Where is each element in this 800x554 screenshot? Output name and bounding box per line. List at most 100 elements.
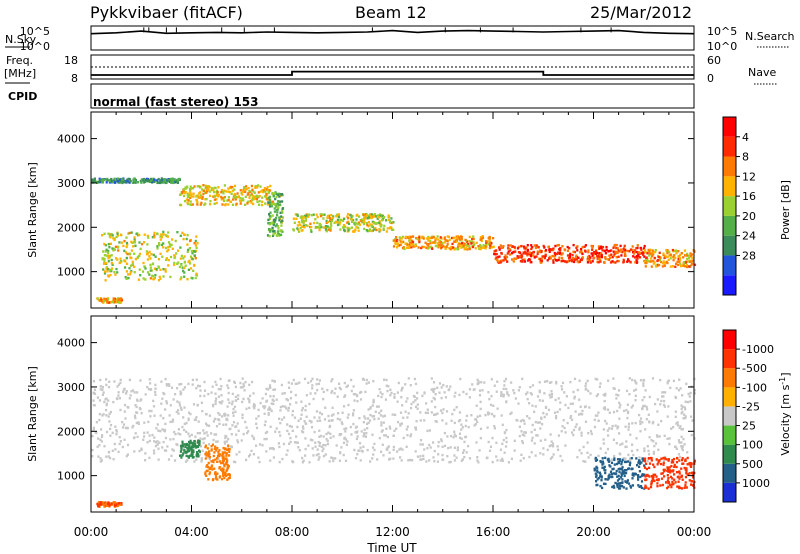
heatmap-cell <box>187 268 190 271</box>
heatmap-cell <box>353 448 356 452</box>
heatmap-cell <box>658 435 661 438</box>
heatmap-cell <box>461 426 464 429</box>
heatmap-cell <box>605 245 608 249</box>
heatmap-cell <box>396 420 400 424</box>
heatmap-cell <box>380 430 383 433</box>
heatmap-cell <box>548 257 551 260</box>
heatmap-cell <box>625 445 628 448</box>
heatmap-cell <box>679 262 682 266</box>
heatmap-cell <box>137 422 140 425</box>
heatmap-cell <box>154 383 157 387</box>
heatmap-cell <box>297 446 300 449</box>
heatmap-cell <box>233 192 237 196</box>
heatmap-cell <box>354 392 357 396</box>
heatmap-cell <box>650 481 653 484</box>
heatmap-cell <box>269 459 272 462</box>
heatmap-cell <box>226 473 229 476</box>
heatmap-cell <box>578 449 581 452</box>
heatmap-cell <box>415 236 418 240</box>
heatmap-cell <box>256 186 259 189</box>
heatmap-cell <box>277 203 280 206</box>
heatmap-cell <box>611 458 614 461</box>
heatmap-cell <box>587 249 590 252</box>
heatmap-cell <box>133 180 136 183</box>
heatmap-cell <box>164 408 167 411</box>
heatmap-cell <box>119 408 122 412</box>
heatmap-cell <box>608 473 611 476</box>
heatmap-cell <box>227 386 230 390</box>
heatmap-cell <box>177 409 180 412</box>
heatmap-cell <box>180 446 183 450</box>
heatmap-cell <box>683 443 686 446</box>
heatmap-cell <box>666 474 669 477</box>
heatmap-cell <box>133 177 136 180</box>
heatmap-cell <box>358 223 362 226</box>
heatmap-cell <box>99 378 102 382</box>
heatmap-cell <box>551 456 554 459</box>
heatmap-cell <box>453 408 456 412</box>
heatmap-cell <box>196 452 199 456</box>
heatmap-cell <box>272 223 275 226</box>
heatmap-cell <box>195 416 198 419</box>
heatmap-cell <box>100 435 104 438</box>
heatmap-cell <box>634 247 638 250</box>
heatmap-cell <box>218 413 221 416</box>
heatmap-cell <box>648 466 651 470</box>
heatmap-cell <box>586 258 589 261</box>
heatmap-cell <box>479 436 482 440</box>
heatmap-cell <box>231 392 234 396</box>
heatmap-cell <box>194 257 197 260</box>
heatmap-cell <box>226 463 229 467</box>
heatmap-cell <box>300 400 303 403</box>
heatmap-cell <box>268 386 271 389</box>
heatmap-cell <box>318 435 321 438</box>
heatmap-cell <box>346 384 349 387</box>
heatmap-cell <box>460 423 463 426</box>
heatmap-cell <box>100 440 103 443</box>
heatmap-cell <box>671 480 674 484</box>
heatmap-cell <box>152 405 156 408</box>
heatmap-cell <box>633 379 637 382</box>
heatmap-cell <box>359 446 362 449</box>
heatmap-cell <box>221 451 224 454</box>
heatmap-cell <box>278 430 281 434</box>
heatmap-cell <box>101 299 104 302</box>
heatmap-cell <box>401 386 404 390</box>
heatmap-cell <box>438 391 441 394</box>
heatmap-cell <box>316 388 319 392</box>
heatmap-cell <box>513 245 516 249</box>
heatmap-cell <box>135 421 138 425</box>
heatmap-cell <box>435 420 438 423</box>
heatmap-cell <box>489 445 493 448</box>
noise-sky-trace <box>90 29 695 35</box>
heatmap-cell <box>320 412 324 416</box>
heatmap-cell <box>455 235 458 238</box>
heatmap-cell <box>331 389 334 393</box>
heatmap-cell <box>264 405 267 408</box>
heatmap-cell <box>596 478 599 481</box>
heatmap-cell <box>575 423 578 426</box>
heatmap-cell <box>267 191 270 194</box>
heatmap-cell <box>207 454 210 457</box>
heatmap-cell <box>645 462 648 466</box>
heatmap-cell <box>280 224 283 227</box>
heatmap-cell <box>611 255 614 259</box>
heatmap-cell <box>405 445 408 448</box>
heatmap-cell <box>550 440 553 443</box>
heatmap-cell <box>651 377 655 380</box>
heatmap-cell <box>149 257 152 260</box>
heatmap-cell <box>118 397 121 400</box>
heatmap-cell <box>520 256 523 259</box>
heatmap-cell <box>248 453 252 456</box>
heatmap-cell <box>619 482 622 485</box>
heatmap-cell <box>198 431 202 435</box>
heatmap-cell <box>603 261 606 264</box>
heatmap-cell <box>495 390 498 393</box>
heatmap-cell <box>604 478 607 481</box>
heatmap-cell <box>192 269 195 272</box>
heatmap-cell <box>213 186 216 190</box>
heatmap-cell <box>609 256 612 259</box>
heatmap-cell <box>239 381 242 385</box>
heatmap-cell <box>490 403 493 407</box>
heatmap-cell <box>194 435 197 438</box>
